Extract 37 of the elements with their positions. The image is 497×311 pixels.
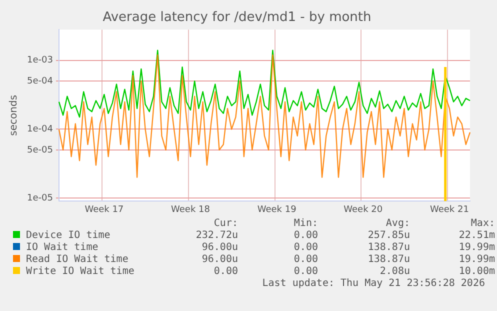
x-tick-label: Week 19 bbox=[257, 204, 297, 215]
text: 96.00u bbox=[200, 254, 238, 266]
text: Max: bbox=[470, 218, 495, 230]
legend-label: Device IO time bbox=[25, 230, 112, 242]
text: 10.00m bbox=[458, 266, 495, 278]
legend-label: IO Wait time bbox=[25, 242, 100, 254]
text: 138.87u bbox=[366, 242, 410, 254]
text: 0.00 bbox=[292, 266, 318, 278]
y-axis-title: seconds bbox=[8, 94, 20, 136]
text: Last update: Thu May 21 23:56:28 2026 bbox=[261, 278, 485, 290]
text: 0.00 bbox=[212, 266, 238, 278]
text: Min: bbox=[292, 218, 318, 230]
y-tick-label: 1e-04 bbox=[26, 124, 54, 135]
text: 0.00 bbox=[292, 242, 318, 254]
y-tick-label: 1e-05 bbox=[26, 193, 53, 204]
text: Cur: bbox=[212, 218, 238, 230]
x-tick-label: Week 21 bbox=[430, 204, 469, 215]
y-tick-label: 1e-03 bbox=[26, 56, 53, 66]
chart-title: Average latency for /dev/md1 - by month bbox=[102, 10, 372, 26]
text: 19.99m bbox=[458, 254, 495, 266]
text: 138.87u bbox=[366, 254, 410, 266]
legend-label: Read IO Wait time bbox=[25, 254, 130, 266]
text: 232.72u bbox=[194, 230, 238, 242]
x-tick-label: Week 17 bbox=[84, 204, 124, 215]
y-tick-label: 5e-04 bbox=[26, 76, 54, 86]
legend-label: Write IO Wait time bbox=[25, 266, 136, 278]
x-tick-label: Week 20 bbox=[344, 204, 383, 215]
text: 22.51m bbox=[458, 230, 495, 242]
text: 96.00u bbox=[200, 242, 238, 254]
text: 257.85u bbox=[366, 230, 410, 242]
text: 0.00 bbox=[292, 230, 318, 242]
y-tick-label: 5e-05 bbox=[26, 145, 53, 156]
text: 0.00 bbox=[292, 254, 318, 266]
x-tick-label: Week 18 bbox=[171, 204, 210, 215]
text: 2.08u bbox=[378, 266, 410, 278]
text: 19.99m bbox=[458, 242, 495, 254]
text: Avg: bbox=[384, 218, 410, 230]
